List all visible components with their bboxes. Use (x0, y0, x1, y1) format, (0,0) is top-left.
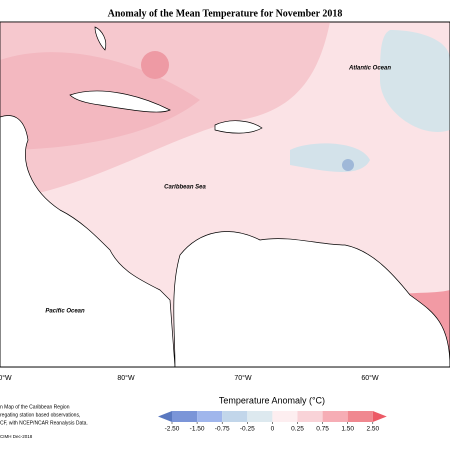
anomaly-shading (141, 51, 169, 79)
footnote: n Map of the Caribbean Region (0, 404, 70, 410)
colorbar-tick-label: -0.75 (215, 426, 230, 433)
colorbar-tick-label: -0.25 (240, 426, 255, 433)
longitude-label: 60°W (361, 374, 379, 382)
colorbar-segment (297, 411, 323, 422)
ocean-label: Pacific Ocean (45, 309, 85, 315)
colorbar-segment (247, 411, 273, 422)
hispaniola (214, 120, 263, 134)
colorbar: -2.50 -1.50 -0.75 -0.25 0 0.25 0.75 1.50 2.50 (158, 411, 387, 433)
colorbar-arrow (158, 411, 172, 422)
colorbar-tick-label: 0 (271, 426, 275, 433)
longitude-label: 0°W (0, 374, 12, 382)
longitude-label: 70°W (234, 374, 252, 382)
anomaly-shading (342, 159, 354, 171)
footnote: regating station based observations, (0, 412, 80, 418)
colorbar-segment (272, 411, 298, 422)
footnote: CF, with NCEP/NCAR Reanalysis Data. (0, 420, 88, 426)
colorbar-tick-label: -2.50 (165, 426, 180, 433)
credit: CIMH Dec-2018 (0, 434, 33, 439)
colorbar-arrow (372, 411, 387, 422)
south-america (173, 231, 450, 368)
map-border (0, 21, 450, 368)
colorbar-segment (172, 411, 198, 422)
colorbar-tick-label: 2.50 (366, 426, 379, 433)
colorbar-tick-label: -1.50 (190, 426, 205, 433)
colorbar-tick-label: 0.25 (291, 426, 304, 433)
colorbar-segment (322, 411, 348, 422)
colorbar-tick-label: 1.50 (341, 426, 354, 433)
cuba (69, 90, 171, 113)
colorbar-segment (347, 411, 373, 422)
colorbar-tick-label: 0.75 (316, 426, 329, 433)
longitude-label: 80°W (117, 374, 135, 382)
anomaly-shading (380, 30, 450, 132)
title: Anomaly of the Mean Temperature for Nove… (108, 8, 343, 19)
legend-title: Temperature Anomaly (°C) (219, 395, 325, 405)
central-america (0, 115, 176, 368)
sea-label: Caribbean Sea (164, 185, 206, 191)
map: Atlantic Ocean Caribbean Sea Pacific Oce… (0, 21, 450, 368)
colorbar-segment (222, 411, 248, 422)
colorbar-segment (197, 411, 223, 422)
florida (94, 26, 107, 51)
ocean-label: Atlantic Ocean (348, 66, 391, 72)
